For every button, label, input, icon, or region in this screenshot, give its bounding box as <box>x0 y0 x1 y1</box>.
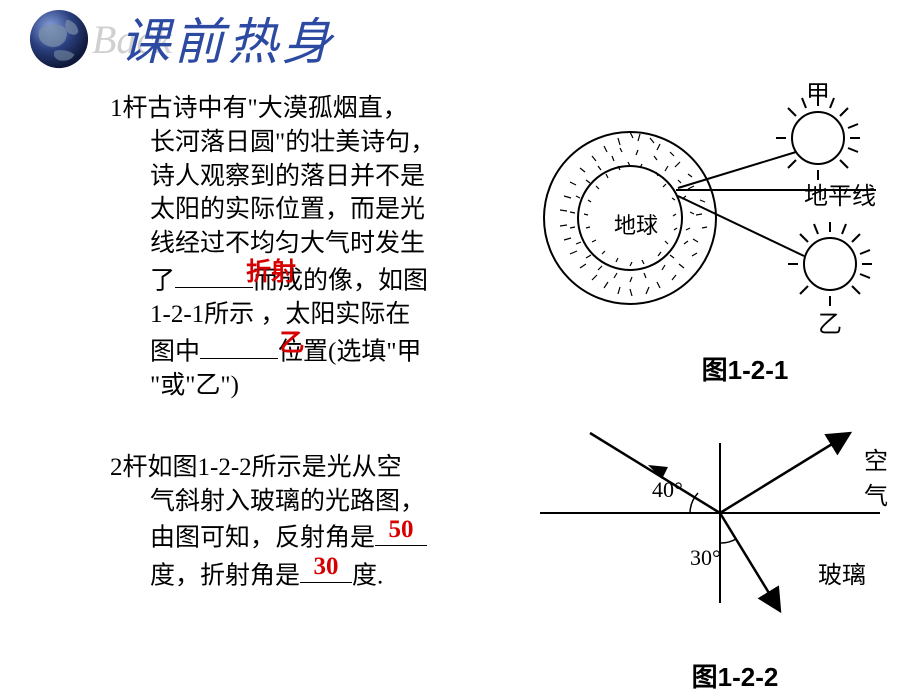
figure-1: 地球 甲 乙 地平线 <box>520 88 900 348</box>
q1-l4: 太阳的实际位置，而是光 <box>150 196 425 223</box>
header: Back 课前热身 <box>0 0 920 78</box>
blank-3: 50 <box>375 518 427 546</box>
angle-40: 40° <box>652 477 683 503</box>
question-2: 2杆如图1-2-2所示是光从空 气斜射入玻璃的光路图， 由图可知，反射角是50 … <box>110 451 500 593</box>
q2-prefix: 2杆 <box>110 454 148 481</box>
glass-label: 玻璃 <box>818 555 866 590</box>
angle-30: 30° <box>690 545 721 571</box>
q1-prefix: 1杆 <box>110 95 148 122</box>
slide-title: 课前热身 <box>120 2 336 74</box>
sun-bot-label: 乙 <box>818 304 842 339</box>
q1-l8a: 图中 <box>150 338 200 365</box>
figure-2-svg <box>520 423 900 623</box>
q2-l2: 气斜射入玻璃的光路图， <box>150 488 425 515</box>
q1-l2: 长河落日圆"的壮美诗句， <box>150 129 435 156</box>
q2-l3a: 由图可知，反射角是 <box>150 525 375 552</box>
sun-bottom <box>788 222 872 306</box>
answer-4: 30 <box>314 550 339 584</box>
blank-1: 折射 <box>175 261 253 289</box>
q2-l4a: 度，折射角是 <box>150 562 300 589</box>
globe-icon <box>28 8 90 70</box>
question-column: 1杆古诗中有"大漠孤烟直， 长河落日圆"的壮美诗句， 诗人观察到的落日并不是 太… <box>110 92 500 593</box>
q1-l7: 1-2-1所示 ，太阳实际在 <box>150 301 410 328</box>
answer-1: 折射 <box>246 256 296 290</box>
blank-4: 30 <box>300 556 352 584</box>
q2-l1: 如图1-2-2所示是光从空 <box>148 454 402 481</box>
slide: Back 课前热身 1杆古诗中有"大漠孤烟直， 长河落日圆"的壮美诗句， 诗人观… <box>0 0 920 690</box>
q2-l4b: 度. <box>352 562 383 589</box>
air-label: 空气 <box>864 441 900 511</box>
sun-top-label: 甲 <box>806 74 830 109</box>
figure-1-caption: 图1-2-1 <box>580 350 910 387</box>
q1-l9: "或"乙") <box>150 372 239 399</box>
figure-2: 40° 30° 空气 玻璃 <box>520 423 900 663</box>
question-1: 1杆古诗中有"大漠孤烟直， 长河落日圆"的壮美诗句， 诗人观察到的落日并不是 太… <box>110 92 500 403</box>
answer-3: 50 <box>389 513 414 547</box>
figure-column: 地球 甲 乙 地平线 图1-2-1 <box>520 88 910 678</box>
q1-l3: 诗人观察到的落日并不是 <box>150 163 425 190</box>
blank-2: 乙 <box>200 332 278 360</box>
earth-label: 地球 <box>614 208 658 240</box>
figure-1-svg <box>520 88 900 348</box>
q1-l6a: 了 <box>150 267 175 294</box>
answer-2: 乙 <box>280 327 305 361</box>
q1-l1: 古诗中有"大漠孤烟直， <box>148 95 408 122</box>
horizon-label: 地平线 <box>804 176 876 211</box>
q1-l5: 线经过不均匀大气时发生 <box>150 230 425 257</box>
